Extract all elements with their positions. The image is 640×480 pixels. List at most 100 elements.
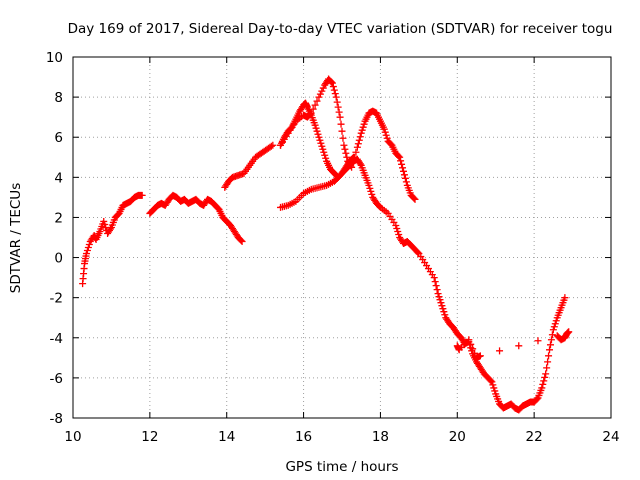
data-point [318,142,326,150]
data-point [402,178,410,186]
data-point [401,174,409,182]
data-point [411,195,419,203]
data-point [551,320,559,328]
data-point [328,79,336,87]
data-point [359,123,367,131]
data-point [540,377,548,385]
data-point [329,83,337,91]
data-point [397,157,405,165]
data-point [313,97,321,105]
data-point [432,282,440,290]
data-point [471,349,479,357]
data-point [383,134,391,142]
data-point [381,128,389,136]
data-point [365,181,373,189]
data-point [355,136,363,144]
data-point [414,249,422,257]
data-point [465,336,473,344]
data-point [307,109,315,117]
data-point [399,164,407,172]
data-point [496,347,504,355]
data-point [515,342,523,350]
data-point [332,93,340,101]
data-point [85,241,93,249]
data-point [342,149,350,157]
data-point [393,224,401,232]
data-point [433,286,441,294]
data-point [548,331,556,339]
data-point [316,136,324,144]
data-point [395,152,403,160]
data-point [315,133,323,141]
y-tick-label: -8 [50,411,63,427]
series-track-c [221,141,277,191]
data-point [396,153,404,161]
data-point [400,171,408,179]
data-point [338,127,346,135]
x-tick-label: 14 [218,429,235,445]
data-point [366,184,374,192]
chart-title: Day 169 of 2017, Sidereal Day-to-day VTE… [68,21,613,37]
data-point [431,278,439,286]
data-point [319,145,327,153]
data-point [565,328,573,336]
data-point [335,108,343,116]
data-point [313,127,321,135]
data-point [392,221,400,229]
data-point [352,148,360,156]
y-tick-label: 6 [54,130,63,146]
data-point [333,98,341,106]
data-point [469,345,477,353]
data-point [368,190,376,198]
data-point [315,93,323,101]
data-point [546,346,554,354]
data-point [380,125,388,133]
data-point [430,274,438,282]
data-point [395,230,403,238]
y-axis-label: SDTVAR / TECUs [8,183,24,293]
data-point [356,160,364,168]
data-point [491,387,499,395]
data-point [476,352,484,360]
data-point [545,352,553,360]
data-point [309,105,317,113]
data-point [561,294,569,302]
data-point [546,341,554,349]
data-points [79,75,573,414]
data-point [237,237,245,245]
data-point [341,145,349,153]
data-point [382,131,390,139]
x-tick-label: 20 [449,429,466,445]
data-point [367,187,375,195]
data-point [316,90,324,98]
data-point [340,141,348,149]
y-tick-label: -6 [50,371,63,387]
data-point [438,302,446,310]
data-point [306,110,314,118]
y-tick-label: 2 [54,210,63,226]
grid [73,57,611,418]
x-tick-label: 12 [141,429,158,445]
data-point [549,326,557,334]
x-tick-label: 24 [602,429,619,445]
data-point [318,87,326,95]
data-point [334,103,342,111]
series-track-a [79,191,146,288]
data-point [437,299,445,307]
data-point [138,191,146,199]
data-point [541,373,549,381]
y-tick-label: 4 [54,170,63,186]
data-point [552,317,560,325]
data-point [343,153,351,161]
data-point [534,337,542,345]
data-point [238,238,246,246]
y-tick-label: -4 [50,331,63,347]
data-point [356,133,364,141]
data-point [543,364,551,372]
x-tick-label: 16 [295,429,312,445]
data-point [440,308,448,316]
data-point [83,247,91,255]
data-point [399,167,407,175]
data-point [547,336,555,344]
